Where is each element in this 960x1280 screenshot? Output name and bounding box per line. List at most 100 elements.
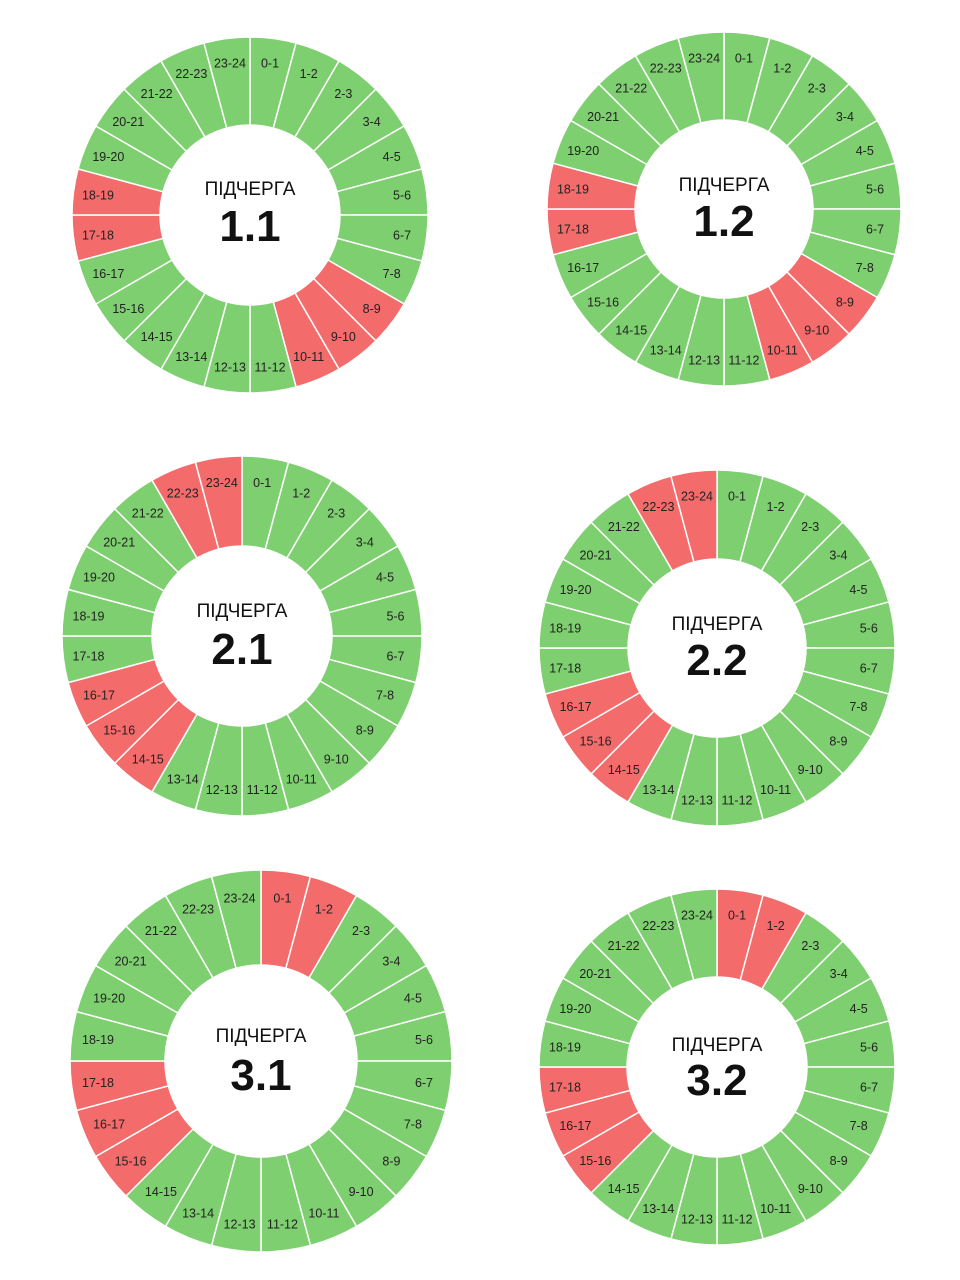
- hour-label-15-16: 15-16: [587, 295, 619, 309]
- hour-label-5-6: 5-6: [393, 188, 411, 202]
- hour-label-0-1: 0-1: [273, 892, 291, 906]
- hour-label-9-10: 9-10: [798, 763, 823, 777]
- hour-label-22-23: 22-23: [182, 903, 214, 917]
- hour-label-4-5: 4-5: [850, 1002, 868, 1016]
- donut-chart-1-1: 0-1 1-2 2-3 3-4 4-5 5-6 6-7 7-8 8-9 9-10 10-11 11-1…: [71, 36, 429, 394]
- hour-segment-23-24: [210, 869, 262, 970]
- hour-label-13-14: 13-14: [642, 783, 674, 797]
- hour-label-5-6: 5-6: [415, 1033, 433, 1047]
- hour-label-20-21: 20-21: [580, 548, 612, 562]
- donut-chart-2-2: 0-1 1-2 2-3 3-4 4-5 5-6 6-7 7-8 8-9 9-10 10-11 11-1…: [538, 469, 896, 827]
- hour-label-3-4: 3-4: [830, 967, 848, 981]
- hour-label-21-22: 21-22: [615, 82, 647, 96]
- hour-label-18-19: 18-19: [557, 183, 589, 197]
- hour-label-3-4: 3-4: [382, 954, 400, 968]
- donut-chart-2-1: 0-1 1-2 2-3 3-4 4-5 5-6 6-7 7-8 8-9 9-10 10-11 11-1…: [61, 455, 423, 817]
- hour-label-6-7: 6-7: [415, 1076, 433, 1090]
- hour-label-19-20: 19-20: [93, 992, 125, 1006]
- hour-label-22-23: 22-23: [642, 919, 674, 933]
- hour-label-19-20: 19-20: [83, 570, 115, 584]
- hour-label-16-17: 16-17: [92, 267, 124, 281]
- donut-chart-3-1: 0-1 1-2 2-3 3-4 4-5 5-6 6-7 7-8 8-9 9-10 10-11 11-1…: [69, 869, 453, 1253]
- hour-label-18-19: 18-19: [549, 1040, 581, 1054]
- hour-label-23-24: 23-24: [214, 56, 246, 70]
- hour-label-1-2: 1-2: [767, 500, 785, 514]
- hour-label-7-8: 7-8: [849, 700, 867, 714]
- hour-label-18-19: 18-19: [549, 622, 581, 636]
- hour-label-19-20: 19-20: [567, 144, 599, 158]
- hour-label-7-8: 7-8: [383, 267, 401, 281]
- hour-label-23-24: 23-24: [681, 490, 713, 504]
- hour-label-14-15: 14-15: [608, 763, 640, 777]
- hour-label-15-16: 15-16: [580, 735, 612, 749]
- hour-label-20-21: 20-21: [112, 115, 144, 129]
- chart-title-number: 1.2: [693, 197, 754, 246]
- chart-title-label: ПІДЧЕРГА: [679, 175, 770, 196]
- hour-label-12-13: 12-13: [688, 354, 720, 368]
- hour-label-1-2: 1-2: [315, 903, 333, 917]
- hour-label-6-7: 6-7: [386, 650, 404, 664]
- hour-label-22-23: 22-23: [642, 500, 674, 514]
- hour-label-19-20: 19-20: [560, 583, 592, 597]
- hour-label-0-1: 0-1: [253, 476, 271, 490]
- hour-label-7-8: 7-8: [856, 261, 874, 275]
- donut-chart-3-2: 0-1 1-2 2-3 3-4 4-5 5-6 6-7 7-8 8-9 9-10 10-11 11-1…: [538, 888, 896, 1246]
- hour-label-14-15: 14-15: [608, 1182, 640, 1196]
- hour-label-15-16: 15-16: [103, 724, 135, 738]
- hour-segment-23-24: [677, 31, 725, 124]
- hour-label-11-12: 11-12: [721, 793, 752, 807]
- chart-title-label: ПІДЧЕРГА: [216, 1026, 307, 1047]
- chart-title-number: 3.2: [686, 1056, 747, 1105]
- hour-label-15-16: 15-16: [112, 302, 144, 316]
- hour-label-6-7: 6-7: [866, 222, 884, 236]
- hour-label-2-3: 2-3: [808, 82, 826, 96]
- hour-segment-23-24: [670, 469, 718, 563]
- hour-label-17-18: 17-18: [82, 1076, 114, 1090]
- hour-label-17-18: 17-18: [549, 661, 581, 675]
- hour-label-11-12: 11-12: [247, 783, 278, 797]
- hour-label-6-7: 6-7: [860, 1081, 878, 1095]
- hour-label-3-4: 3-4: [836, 110, 854, 124]
- hour-label-3-4: 3-4: [356, 535, 374, 549]
- hour-label-0-1: 0-1: [728, 908, 746, 922]
- hour-label-13-14: 13-14: [650, 343, 682, 357]
- hour-label-21-22: 21-22: [132, 507, 164, 521]
- chart-title-label: ПІДЧЕРГА: [205, 179, 296, 200]
- hour-label-10-11: 10-11: [286, 773, 317, 787]
- hour-label-21-22: 21-22: [608, 939, 640, 953]
- hour-label-4-5: 4-5: [383, 150, 401, 164]
- hour-label-0-1: 0-1: [261, 56, 279, 70]
- hour-label-13-14: 13-14: [167, 773, 199, 787]
- chart-title-label: ПІДЧЕРГА: [672, 1035, 763, 1056]
- hour-label-9-10: 9-10: [349, 1185, 374, 1199]
- hour-label-11-12: 11-12: [721, 1213, 752, 1227]
- hour-label-22-23: 22-23: [167, 486, 199, 500]
- hour-label-12-13: 12-13: [681, 1213, 713, 1227]
- hour-label-8-9: 8-9: [382, 1155, 400, 1169]
- hour-label-8-9: 8-9: [356, 724, 374, 738]
- hour-label-1-2: 1-2: [292, 486, 310, 500]
- hour-label-8-9: 8-9: [363, 302, 381, 316]
- hour-label-9-10: 9-10: [798, 1182, 823, 1196]
- donut-chart-1-2: 0-1 1-2 2-3 3-4 4-5 5-6 6-7 7-8 8-9 9-10 10-11 11-1…: [546, 31, 902, 387]
- hour-label-19-20: 19-20: [559, 1002, 591, 1016]
- hour-label-11-12: 11-12: [254, 361, 285, 375]
- hour-label-12-13: 12-13: [681, 793, 713, 807]
- hour-label-23-24: 23-24: [681, 908, 713, 922]
- hour-label-6-7: 6-7: [860, 661, 878, 675]
- hour-label-5-6: 5-6: [866, 183, 884, 197]
- hour-label-14-15: 14-15: [615, 323, 647, 337]
- hour-label-20-21: 20-21: [587, 110, 619, 124]
- hour-label-22-23: 22-23: [175, 67, 207, 81]
- chart-title-number: 2.1: [211, 625, 272, 674]
- hour-segment-23-24: [194, 455, 243, 550]
- hour-label-1-2: 1-2: [773, 62, 791, 76]
- hour-label-8-9: 8-9: [830, 1154, 848, 1168]
- hour-label-17-18: 17-18: [82, 229, 114, 243]
- hour-label-15-16: 15-16: [115, 1155, 147, 1169]
- hour-label-17-18: 17-18: [549, 1081, 581, 1095]
- hour-label-4-5: 4-5: [849, 583, 867, 597]
- hour-label-23-24: 23-24: [224, 892, 256, 906]
- hour-label-20-21: 20-21: [115, 954, 147, 968]
